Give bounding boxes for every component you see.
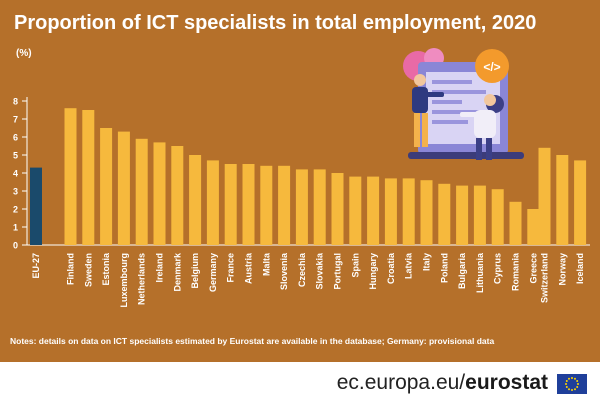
person-left-head <box>414 74 426 86</box>
bar-malta <box>260 165 273 245</box>
x-tick-label: Greece <box>528 253 538 284</box>
x-tick-label: Norway <box>557 253 567 286</box>
bar-cyprus <box>491 189 504 245</box>
chart-svg: 0 1 2 3 4 5 6 7 8 EU-27 Finland Sweden Estonia Luxem… <box>13 48 590 308</box>
illustration: </> <box>403 48 524 160</box>
laptop-base <box>408 152 524 159</box>
x-tick-label: Lithuania <box>475 252 485 293</box>
bar-portugal <box>331 173 344 245</box>
bar-spain <box>349 176 362 245</box>
x-tick-label: France <box>226 253 236 283</box>
x-tick-label: Switzerland <box>540 253 550 303</box>
bar-finland <box>64 108 77 245</box>
x-tick-label: Finland <box>66 253 76 285</box>
bar-estonia <box>100 128 113 245</box>
x-tick-label: Luxembourg <box>119 253 129 308</box>
x-tick-label: Denmark <box>172 252 182 292</box>
y-axis-ticks: 0 1 2 3 4 5 6 7 8 <box>13 97 27 251</box>
footer <box>0 362 600 406</box>
x-tick-label: Portugal <box>333 253 343 290</box>
eurostat-logo-text: eurostat <box>465 371 548 394</box>
y-tick-label: 3 <box>13 187 18 197</box>
y-axis-unit: (%) <box>16 48 32 59</box>
bar-greece <box>527 209 540 245</box>
x-tick-label: Germany <box>208 253 218 292</box>
x-tick-label: Sweden <box>83 253 93 287</box>
y-tick-label: 5 <box>13 151 18 161</box>
y-tick-label: 6 <box>13 133 18 143</box>
x-tick-label: Malta <box>261 252 271 276</box>
x-tick-label: Ireland <box>155 253 165 283</box>
x-axis-labels: EU-27 Finland Sweden Estonia Luxembourg Nethe… <box>31 252 585 308</box>
bar-series <box>30 108 587 245</box>
x-tick-label: Romania <box>511 252 521 291</box>
x-tick-label: Latvia <box>404 252 414 279</box>
chart-title: Proportion of ICT specialists in total e… <box>14 12 537 34</box>
y-tick-label: 0 <box>13 241 18 251</box>
bar-sweden <box>82 110 95 245</box>
bar-slovakia <box>313 169 326 245</box>
bar-czechia <box>295 169 308 245</box>
code-badge-text: </> <box>483 60 500 74</box>
eu-stars <box>565 377 579 391</box>
bar-ireland <box>153 142 166 245</box>
x-tick-label: Austria <box>244 252 254 284</box>
bar-latvia <box>402 178 415 245</box>
x-tick-label: Czechia <box>297 252 307 287</box>
x-tick-label: Hungary <box>368 253 378 290</box>
x-tick-label: Cyprus <box>493 253 503 284</box>
x-tick-label: Belgium <box>190 253 200 289</box>
person-right-head <box>484 94 496 106</box>
source-url: ec.europa.eu/ <box>336 371 466 394</box>
y-tick-label: 2 <box>13 205 18 215</box>
y-tick-label: 4 <box>13 169 18 179</box>
bar-poland <box>438 183 451 245</box>
x-tick-label: Netherlands <box>137 253 147 305</box>
bar-lithuania <box>473 185 486 245</box>
bar-slovenia <box>278 165 291 245</box>
bar-switzerland <box>538 147 551 245</box>
x-tick-label: Estonia <box>101 252 111 286</box>
x-tick-label: Italy <box>422 253 432 271</box>
code-badge <box>475 49 509 83</box>
bar-netherlands <box>135 138 148 245</box>
eu-flag-icon <box>557 374 587 394</box>
bar-denmark <box>171 146 184 245</box>
y-tick-label: 1 <box>13 223 18 233</box>
bar-luxembourg <box>117 131 130 245</box>
bar-belgium <box>189 155 202 245</box>
x-tick-label: Slovakia <box>315 252 325 290</box>
bar-bulgaria <box>456 185 469 245</box>
bar-croatia <box>384 178 397 245</box>
bar-norway <box>556 155 569 245</box>
bar-germany <box>206 160 219 245</box>
x-tick-label: Croatia <box>386 252 396 284</box>
x-tick-label: Slovenia <box>279 252 289 290</box>
x-tick-label: Bulgaria <box>457 252 467 289</box>
bar-france <box>224 164 237 245</box>
bar-eu-27 <box>30 167 42 245</box>
chart-notes: Notes: details on data on ICT specialist… <box>10 336 495 346</box>
y-tick-label: 8 <box>13 97 18 107</box>
eurostat-source[interactable]: ec.europa.eu/eurostat <box>337 371 548 395</box>
x-tick-label: Spain <box>350 253 360 278</box>
y-tick-label: 7 <box>13 115 18 125</box>
bar-hungary <box>367 176 380 245</box>
bar-austria <box>242 164 255 245</box>
x-tick-label: Poland <box>439 253 449 283</box>
x-tick-label: Iceland <box>575 253 585 284</box>
bar-romania <box>509 201 522 245</box>
bar-italy <box>420 180 433 245</box>
bar-iceland <box>574 160 587 245</box>
x-tick-label: EU-27 <box>31 253 41 279</box>
